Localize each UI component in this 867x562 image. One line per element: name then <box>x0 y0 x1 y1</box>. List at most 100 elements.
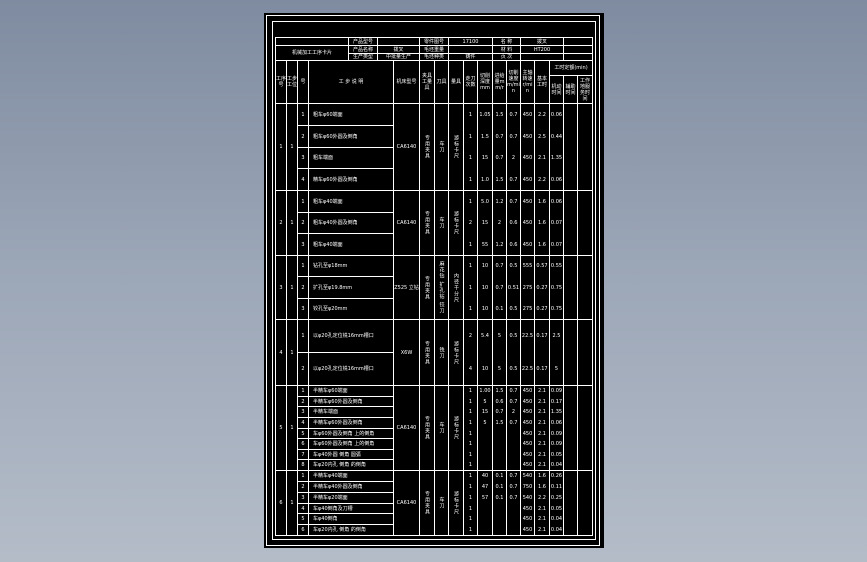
step-number-text: 2 <box>301 366 305 372</box>
step-value: 5.0 <box>477 190 493 213</box>
step-description-text: 车φ20内孔 倒角 的倒角 <box>313 462 366 468</box>
step-value: 2.5 <box>534 125 550 148</box>
card-title: 机械加工工序卡片 <box>275 45 349 61</box>
step-value-text: 57 <box>481 495 489 501</box>
column-header-description: 工 步 说 明 <box>308 60 394 104</box>
header-cell-text: 生产类型 <box>352 54 373 60</box>
step-value-text: 1.6 <box>538 484 546 490</box>
step-value-text: 2.1 <box>538 420 546 426</box>
value-column <box>577 190 593 256</box>
value-column <box>577 103 593 191</box>
step-value-text: 1.0 <box>481 176 489 183</box>
machine-tool: Z525 立钻 <box>393 255 420 320</box>
machine-tool-text: CA6140 <box>396 144 417 150</box>
step-value: 0.7 <box>506 125 521 148</box>
step-value-text: 450 <box>522 220 533 226</box>
step-value-text: 1 <box>468 388 473 394</box>
step-value-text: 1.6 <box>538 241 546 248</box>
step-value-text: 0.57 <box>536 263 548 269</box>
step-value-text: 55 <box>481 241 489 248</box>
step-value <box>492 524 507 536</box>
machine-tool-text: Z525 立钻 <box>394 284 419 291</box>
step-value-text: 10 <box>481 366 489 372</box>
step-value-text: 10 <box>481 306 489 312</box>
machine-tool: CA6140 <box>393 385 420 471</box>
value-column <box>577 385 593 471</box>
step-value: 10 <box>477 276 493 299</box>
station-number-text: 1 <box>290 144 294 150</box>
step-value: 2.2 <box>534 168 550 191</box>
header-cell-text: 材 料 <box>500 46 513 53</box>
measuring-tool: 内径千分尺 <box>448 255 464 320</box>
step-value: 1.5 <box>492 168 507 191</box>
step-value-text: 1.5 <box>495 111 504 118</box>
cutting-tool: 车刀 <box>434 190 449 256</box>
step-value: 1 <box>463 417 478 429</box>
column-header-passes: 走刀次数 <box>463 60 478 104</box>
step-value-text: 0.09 <box>550 441 563 447</box>
process-number-text: 4 <box>279 349 283 356</box>
step-value-text: 450 <box>522 505 533 512</box>
step-value: 0.5 <box>506 319 521 353</box>
column-header-depth-text: 切削深度mm <box>479 73 490 91</box>
step-value: 0.1 <box>492 298 507 320</box>
step-value: 0.09 <box>549 385 564 397</box>
step-value-text: 2.1 <box>538 505 546 512</box>
step-value: 1.2 <box>492 190 507 213</box>
measuring-tool-text: 内径千分尺 <box>453 272 459 303</box>
header-cell-text: 17100 <box>462 38 479 45</box>
step-value-text: 0.7 <box>509 495 518 501</box>
measuring-tool-text: 游标卡尺 <box>453 340 459 365</box>
step-value-text: 0.04 <box>550 527 563 533</box>
step-value: 0.7 <box>506 396 521 407</box>
step-value-text: 1 <box>468 176 473 183</box>
step-value: 1.5 <box>492 385 507 397</box>
step-description-text: 车φ40外圆 倒角 圆弧 <box>313 451 361 458</box>
step-value: 15 <box>477 406 493 418</box>
step-value: 0.7 <box>492 406 507 418</box>
step-value-text: 1 <box>468 111 473 118</box>
step-value: 0.06 <box>549 168 564 191</box>
step-value: 1 <box>463 503 478 514</box>
step-value-text: 450 <box>522 111 533 118</box>
step-value-text: 750 <box>522 484 533 490</box>
step-description-text: 粗车φ40端面 <box>313 241 343 248</box>
step-value: 0.1 <box>492 481 507 493</box>
step-value: 0.26 <box>549 470 564 482</box>
step-value-text: 1.35 <box>550 155 563 161</box>
step-value-text: 0.6 <box>509 241 518 248</box>
step-value: 450 <box>520 212 535 234</box>
column-header-time-sub-text: 机动时间 <box>551 83 562 96</box>
step-value-text: 2.2 <box>538 176 546 183</box>
step-value-text: 0.6 <box>495 398 504 405</box>
step-value: 555 <box>520 255 535 277</box>
step-description-text: 精车φ60外圆及倒角 <box>313 176 358 183</box>
step-value: 0.27 <box>534 276 550 299</box>
step-number-text: 3 <box>301 241 305 248</box>
step-description-text: 粗车φ40外圆及倒角 <box>313 220 358 226</box>
step-value-text: 1.00 <box>479 388 491 394</box>
step-value-text: 0.7 <box>509 176 518 183</box>
step-value: 2.1 <box>534 417 550 429</box>
step-value-text: 0.1 <box>495 495 504 501</box>
step-description-text: 铰孔至φ20mm <box>313 306 348 312</box>
step-value: 0.06 <box>549 417 564 429</box>
step-value: 0.75 <box>549 276 564 299</box>
step-value-text: 1 <box>468 241 473 248</box>
step-value-text: 540 <box>522 473 533 479</box>
step-value: 0.07 <box>549 212 564 234</box>
header-cell-text: 拨叉 <box>536 38 547 45</box>
step-description-text: 粗车φ60端面 <box>313 111 343 118</box>
step-number-text: 4 <box>301 176 305 183</box>
process-number-text: 6 <box>279 500 283 506</box>
step-value-text: 0.1 <box>495 306 504 312</box>
step-value-text: 2 <box>511 409 516 415</box>
step-value: 2.1 <box>534 385 550 397</box>
step-value-text: 0.7 <box>495 263 504 269</box>
step-value-text: 15 <box>481 155 489 161</box>
step-value-text: 1 <box>468 473 473 479</box>
step-value-text: 450 <box>522 420 533 426</box>
step-description-text: 半精车φ40外圆及倒角 <box>313 484 363 490</box>
step-description-text: 粗车φ40端面 <box>313 198 343 205</box>
step-value-text: 0.7 <box>509 111 518 118</box>
